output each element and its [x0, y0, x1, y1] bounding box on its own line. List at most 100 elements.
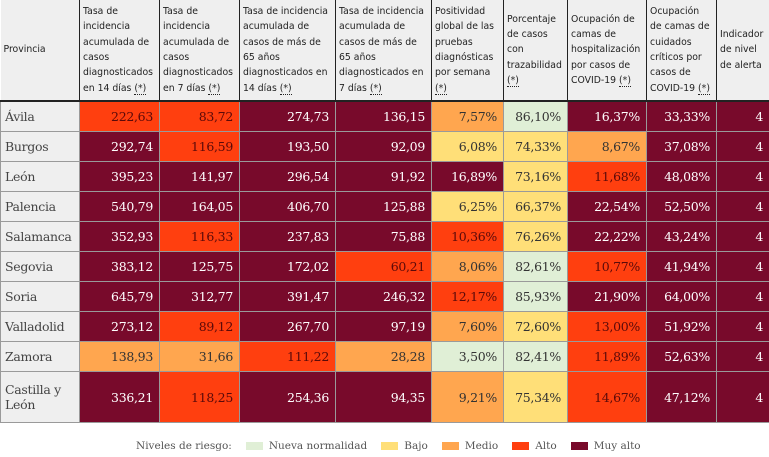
value-cell: 352,93 — [79, 221, 160, 252]
value-cell: 31,66 — [159, 341, 240, 372]
value-cell: 336,21 — [79, 371, 160, 423]
value-cell: 28,28 — [335, 341, 432, 372]
value-cell: 3,50% — [431, 341, 504, 372]
value-cell: 395,23 — [79, 161, 160, 192]
value-cell: 86,10% — [503, 100, 568, 132]
header-text: Ocupación de camas de cuidados críticos … — [650, 6, 710, 94]
column-header: Ocupación de camas de cuidados críticos … — [646, 0, 717, 102]
table-row: Ávila 222,63 83,72 274,73 136,15 7,57% 86,10% 1… — [0, 100, 769, 132]
value-cell: 6,08% — [431, 131, 504, 162]
value-cell: 76,26% — [503, 221, 568, 252]
legend-swatch — [245, 442, 263, 450]
value-cell: 33,33% — [646, 100, 717, 132]
legend-swatch — [381, 442, 399, 450]
value-cell: 4 — [716, 221, 769, 252]
value-cell: 193,50 — [239, 131, 336, 162]
value-cell: 94,35 — [335, 371, 432, 423]
value-cell: 60,21 — [335, 251, 432, 282]
column-header: Tasa de incidencia acumulada de casos de… — [335, 0, 432, 102]
risk-table: Provincia Tasa de incidencia acumulada de… — [0, 0, 769, 423]
table-row: Palencia 540,79 164,05 406,70 125,88 6,25% 66,… — [0, 191, 769, 222]
value-cell: 75,88 — [335, 221, 432, 252]
province-name: Salamanca — [0, 221, 80, 252]
value-cell: 82,61% — [503, 251, 568, 282]
column-header: Ocupación de camas de hospitalización po… — [567, 0, 647, 102]
value-cell: 14,67% — [567, 371, 647, 423]
value-cell: 222,63 — [79, 100, 160, 132]
value-cell: 4 — [716, 161, 769, 192]
value-cell: 12,17% — [431, 281, 504, 312]
value-cell: 72,60% — [503, 311, 568, 342]
value-cell: 9,21% — [431, 371, 504, 423]
value-cell: 141,97 — [159, 161, 240, 192]
header-text: Ocupación de camas de hospitalización po… — [571, 13, 641, 86]
value-cell: 312,77 — [159, 281, 240, 312]
footnote-link[interactable]: (*) — [698, 82, 710, 95]
footnote-link[interactable]: (*) — [507, 74, 519, 87]
value-cell: 4 — [716, 191, 769, 222]
value-cell: 111,22 — [239, 341, 336, 372]
value-cell: 16,37% — [567, 100, 647, 132]
footnote-link[interactable]: (*) — [208, 82, 221, 95]
value-cell: 125,88 — [335, 191, 432, 222]
value-cell: 164,05 — [159, 191, 240, 222]
footnote-link[interactable]: (*) — [279, 82, 292, 95]
value-cell: 273,12 — [79, 311, 160, 342]
value-cell: 11,89% — [567, 341, 647, 372]
legend-swatch — [570, 442, 588, 450]
legend-label: Alto — [535, 440, 557, 452]
table-row: Salamanca 352,93 116,33 237,83 75,88 10,36% 76… — [0, 221, 769, 252]
province-name: Zamora — [0, 341, 80, 372]
footnote-link[interactable]: (*) — [134, 82, 147, 95]
legend-label: Muy alto — [593, 440, 641, 452]
value-cell: 75,34% — [503, 371, 568, 423]
footnote-link[interactable]: (*) — [369, 82, 382, 95]
value-cell: 4 — [716, 131, 769, 162]
value-cell: 89,12 — [159, 311, 240, 342]
value-cell: 48,08% — [646, 161, 717, 192]
header-text: Tasa de incidencia acumulada de casos di… — [163, 6, 233, 94]
legend-label: Nueva normalidad — [268, 440, 368, 452]
value-cell: 138,93 — [79, 341, 160, 372]
value-cell: 254,36 — [239, 371, 336, 423]
value-cell: 52,50% — [646, 191, 717, 222]
footnote-link[interactable]: (*) — [435, 82, 447, 95]
value-cell: 52,63% — [646, 341, 717, 372]
value-cell: 83,72 — [159, 100, 240, 132]
header-text: Provincia — [3, 44, 46, 56]
value-cell: 85,93% — [503, 281, 568, 312]
value-cell: 22,54% — [567, 191, 647, 222]
column-header: Porcentaje de casos con trazabilidad (*) — [503, 0, 568, 102]
column-header: Positividad global de las pruebas diagnó… — [431, 0, 504, 102]
value-cell: 51,92% — [646, 311, 717, 342]
value-cell: 10,77% — [567, 251, 647, 282]
footnote-link[interactable]: (*) — [619, 74, 631, 87]
value-cell: 6,25% — [431, 191, 504, 222]
value-cell: 4 — [716, 311, 769, 342]
legend-title: Niveles de riesgo: — [136, 440, 232, 452]
value-cell: 41,94% — [646, 251, 717, 282]
value-cell: 4 — [716, 100, 769, 132]
province-name: Soria — [0, 281, 80, 312]
value-cell: 4 — [716, 251, 769, 282]
value-cell: 292,74 — [79, 131, 160, 162]
province-name: Burgos — [0, 131, 80, 162]
header-text: Positividad global de las pruebas diagnó… — [435, 6, 495, 79]
table-row: Castilla y León 336,21 118,25 254,36 94,35 9,… — [0, 371, 769, 423]
legend-swatch — [512, 442, 530, 450]
province-name: Valladolid — [0, 311, 80, 342]
value-cell: 21,90% — [567, 281, 647, 312]
legend-label: Bajo — [404, 440, 428, 452]
table-row: Segovia 383,12 125,75 172,02 60,21 8,06% 82,61… — [0, 251, 769, 282]
province-name: León — [0, 161, 80, 192]
value-cell: 73,16% — [503, 161, 568, 192]
header-text: Tasa de incidencia acumulada de casos de… — [339, 6, 424, 94]
value-cell: 118,25 — [159, 371, 240, 423]
value-cell: 645,79 — [79, 281, 160, 312]
value-cell: 136,15 — [335, 100, 432, 132]
value-cell: 66,37% — [503, 191, 568, 222]
legend-swatch — [441, 442, 459, 450]
value-cell: 383,12 — [79, 251, 160, 282]
column-header: Tasa de incidencia acumulada de casos de… — [239, 0, 336, 102]
value-cell: 11,68% — [567, 161, 647, 192]
